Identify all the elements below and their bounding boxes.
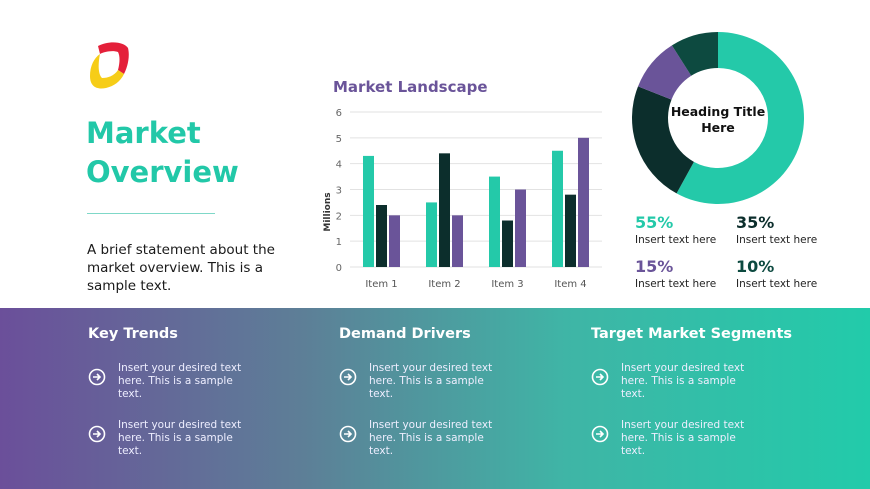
bar-2-item-3 — [502, 220, 513, 267]
list-item: Insert your desired text here. This is a… — [88, 419, 248, 458]
donut-chart — [632, 32, 804, 204]
stat-block: 55% Insert text here — [635, 213, 735, 246]
stat-percent: 35% — [736, 213, 775, 232]
bar-chart: 0 1 2 3 4 5 6 Millions Item 1 Item 2 Item 3 Item 4 — [323, 108, 602, 290]
arrow-circle-icon — [88, 425, 106, 443]
title-line-2: Overview — [86, 155, 239, 189]
bar-2-item-1 — [376, 205, 387, 267]
list-item: Insert your desired text here. This is a… — [591, 362, 792, 401]
description: A brief statement about the market overv… — [87, 242, 275, 294]
bar-1-item-3 — [489, 176, 500, 267]
list-item-text: Insert your desired text here. This is a… — [621, 362, 745, 400]
arrow-circle-icon — [591, 368, 609, 386]
list-item-text: Insert your desired text here. This is a… — [118, 362, 242, 400]
donut-segment — [632, 86, 694, 194]
x-tick-label: Item 4 — [554, 279, 586, 290]
bar-1-item-2 — [426, 202, 437, 267]
arrow-circle-icon — [339, 368, 357, 386]
bar-3-item-2 — [452, 215, 463, 267]
column-heading: Key Trends — [88, 326, 178, 342]
column-target-market-segments: Target Market Segments Insert your desire… — [591, 326, 792, 476]
y-tick-label: 4 — [336, 160, 342, 171]
stat-label: Insert text here — [736, 278, 818, 290]
column-heading: Target Market Segments — [591, 326, 793, 342]
x-tick-label: Item 1 — [365, 279, 397, 290]
stat-label: Insert text here — [736, 234, 818, 246]
stat-percent: 15% — [635, 257, 674, 276]
divider — [87, 213, 215, 214]
list-item-text: Insert your desired text here. This is a… — [369, 362, 493, 400]
y-tick-label: 6 — [336, 108, 342, 119]
stat-block: 15% Insert text here — [635, 257, 735, 290]
page-title: Market Overview — [86, 114, 239, 192]
y-tick-label: 1 — [336, 237, 342, 248]
title-line-1: Market — [86, 116, 201, 150]
stat-percent: 10% — [736, 257, 775, 276]
stat-label: Insert text here — [635, 278, 717, 290]
chart-title: Market Landscape — [333, 78, 488, 96]
list-item-text: Insert your desired text here. This is a… — [118, 419, 242, 457]
column-key-trends: Key Trends Insert your desired text here.… — [88, 326, 248, 476]
bar-1-item-4 — [552, 150, 563, 267]
donut-segment — [676, 32, 804, 204]
y-tick-label: 5 — [336, 134, 342, 145]
bar-1-item-1 — [363, 155, 374, 267]
y-axis-label: Millions — [323, 192, 333, 231]
donut-segment — [638, 45, 692, 100]
list-item: Insert your desired text here. This is a… — [339, 419, 499, 458]
arrow-circle-icon — [88, 368, 106, 386]
donut-segment — [671, 32, 718, 76]
list-item: Insert your desired text here. This is a… — [591, 419, 792, 458]
y-tick-label: 2 — [336, 211, 342, 222]
bar-3-item-4 — [578, 137, 589, 267]
donut-heading: Heading Title Here — [670, 104, 766, 135]
bar-3-item-1 — [389, 215, 400, 267]
bar-3-item-3 — [515, 189, 526, 267]
list-item-text: Insert your desired text here. This is a… — [369, 419, 493, 457]
list-item: Insert your desired text here. This is a… — [339, 362, 499, 401]
stat-label: Insert text here — [635, 234, 717, 246]
stat-percent: 55% — [635, 213, 674, 232]
stat-block: 10% Insert text here — [736, 257, 836, 290]
x-tick-label: Item 3 — [491, 279, 523, 290]
bar-2-item-4 — [565, 194, 576, 267]
list-item: Insert your desired text here. This is a… — [88, 362, 248, 401]
x-tick-label: Item 2 — [428, 279, 460, 290]
column-heading: Demand Drivers — [339, 326, 471, 342]
list-item-text: Insert your desired text here. This is a… — [621, 419, 745, 457]
y-tick-label: 3 — [336, 186, 342, 197]
bar-2-item-2 — [439, 153, 450, 267]
logo-icon — [90, 42, 129, 89]
stat-block: 35% Insert text here — [736, 213, 836, 246]
arrow-circle-icon — [339, 425, 357, 443]
y-tick-label: 0 — [336, 263, 342, 274]
bottom-band: Key Trends Insert your desired text here.… — [0, 308, 870, 489]
column-demand-drivers: Demand Drivers Insert your desired text h… — [339, 326, 499, 476]
arrow-circle-icon — [591, 425, 609, 443]
